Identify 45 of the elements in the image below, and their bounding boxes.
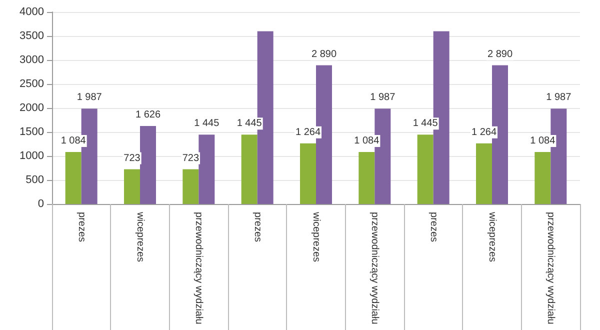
x-tick-label: wiceprezes bbox=[134, 211, 146, 262]
y-tick-label: 0 bbox=[38, 198, 44, 210]
y-tick-label: 2500 bbox=[20, 78, 44, 90]
data-label: 1 445 bbox=[412, 118, 438, 130]
y-tick-label: 3500 bbox=[20, 30, 44, 42]
bar bbox=[241, 134, 258, 204]
bar bbox=[534, 152, 551, 204]
data-label: 1 445 bbox=[194, 118, 220, 130]
data-label: 1 987 bbox=[546, 92, 572, 104]
data-label: 1 987 bbox=[370, 92, 396, 104]
y-tick-label: 1000 bbox=[20, 150, 44, 162]
data-label: 1 084 bbox=[60, 135, 86, 146]
data-label: 2 890 bbox=[311, 48, 337, 60]
data-label: 1 084 bbox=[530, 135, 556, 146]
x-tick-label: wiceprezes bbox=[486, 211, 498, 262]
x-tick-label: przewodniczący wydziału bbox=[193, 212, 204, 324]
y-tick-label: 4000 bbox=[20, 6, 44, 18]
x-tick-label: prezes bbox=[428, 212, 439, 242]
y-tick-label: 3000 bbox=[20, 54, 44, 66]
bar bbox=[65, 152, 82, 204]
y-tick-label: 2000 bbox=[20, 102, 44, 114]
data-label: 1 264 bbox=[295, 126, 321, 138]
data-label: 1 084 bbox=[354, 135, 380, 146]
bar bbox=[476, 143, 492, 204]
bar bbox=[300, 143, 316, 204]
x-tick-label: przewodniczący wydziału bbox=[369, 212, 380, 324]
bar bbox=[140, 126, 156, 204]
x-tick-label: prezes bbox=[76, 212, 87, 242]
bar bbox=[198, 134, 215, 204]
y-tick-label: 1500 bbox=[20, 126, 44, 138]
bar bbox=[182, 169, 199, 204]
bar bbox=[124, 169, 140, 204]
data-label: 1 264 bbox=[471, 126, 497, 138]
bar bbox=[358, 152, 375, 204]
data-label: 723 bbox=[182, 152, 200, 164]
x-tick-label: wiceprezes bbox=[310, 211, 322, 262]
data-label: 1 445 bbox=[236, 118, 262, 130]
y-tick-label: 500 bbox=[26, 174, 44, 186]
bar bbox=[417, 134, 434, 204]
x-tick-label: prezes bbox=[252, 212, 263, 242]
data-label: 723 bbox=[124, 152, 141, 164]
data-label: 2 890 bbox=[487, 48, 513, 60]
data-label: 1 626 bbox=[135, 109, 161, 120]
x-tick-label: przewodniczący wydziału bbox=[545, 212, 556, 324]
data-label: 1 987 bbox=[76, 92, 102, 104]
